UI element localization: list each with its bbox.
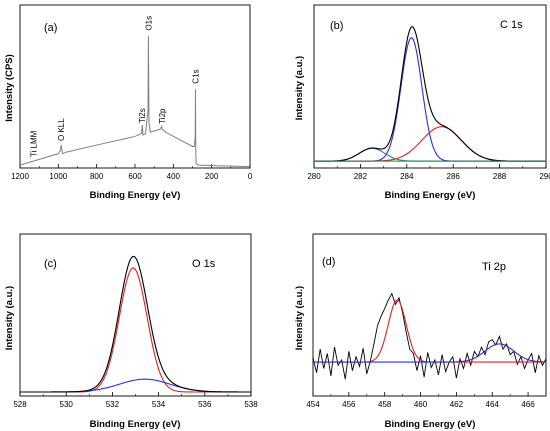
fit-component-red [314, 126, 546, 162]
panel-d-ticks [312, 392, 529, 396]
panel-c-xlabel: Binding Energy (eV) [90, 419, 181, 430]
panel-a-series [19, 36, 251, 168]
x-tick-label: 532 [106, 400, 120, 409]
raw-spectrum-line [312, 292, 547, 380]
x-tick-label: 462 [450, 400, 464, 409]
panel-b-series [314, 26, 546, 162]
panel-b-ylabel: Intensity (a.u.) [294, 56, 305, 120]
panel-d-title: Ti 2p [482, 261, 506, 273]
x-tick-label: 456 [342, 400, 356, 409]
panel-c: Intensity (a.u.) (c) O 1s 528 530 532 534 53… [4, 233, 258, 430]
panel-b-tick-labels: 280 282 284 286 288 290 [307, 172, 550, 181]
panel-b-ticks [313, 164, 547, 168]
peak-annotation: O1s [144, 16, 153, 31]
x-tick-label: 280 [307, 172, 321, 181]
panel-c-label: (c) [44, 258, 57, 270]
envelope-line [314, 26, 546, 162]
panel-d-ylabel: Intensity (a.u.) [294, 286, 305, 350]
x-tick-label: 464 [486, 400, 500, 409]
panel-a-tick-labels: 1200 1000 800 600 400 200 0 [11, 172, 253, 181]
panel-a-label: (a) [44, 22, 57, 34]
panel-a-xlabel: Binding Energy (eV) [90, 190, 181, 201]
x-tick-label: 1000 [49, 172, 67, 181]
x-tick-label: 200 [205, 172, 219, 181]
panel-b-title: C 1s [500, 19, 523, 31]
panel-d-label: (d) [322, 256, 335, 268]
x-tick-label: 530 [60, 400, 74, 409]
x-tick-label: 284 [400, 172, 414, 181]
panel-d-series [312, 292, 547, 380]
envelope-line [20, 255, 251, 393]
x-tick-label: 536 [198, 400, 212, 409]
peak-annotation: O KLL [57, 118, 66, 141]
x-tick-label: 290 [539, 172, 550, 181]
panel-c-ticks [19, 392, 252, 396]
panel-c-title: O 1s [192, 258, 216, 270]
x-tick-label: 0 [248, 172, 253, 181]
panel-d-xlabel: Binding Energy (eV) [385, 419, 476, 430]
panel-d-tick-labels: 454 456 458 460 462 464 466 [306, 400, 535, 409]
peak-annotation: Ti2s [138, 108, 147, 123]
x-tick-label: 1200 [11, 172, 29, 181]
panel-b-label: (b) [330, 20, 343, 32]
x-tick-label: 286 [447, 172, 461, 181]
x-tick-label: 800 [90, 172, 104, 181]
fit-component-red [313, 299, 546, 363]
x-tick-label: 534 [152, 400, 166, 409]
survey-spectrum-line [19, 36, 251, 168]
x-tick-label: 400 [167, 172, 181, 181]
fit-component-blue [313, 343, 547, 363]
panel-c-series [20, 255, 251, 393]
panel-c-ylabel: Intensity (a.u.) [4, 286, 15, 350]
x-tick-label: 288 [493, 172, 507, 181]
peak-annotation: Ti2p [158, 108, 167, 124]
x-tick-label: 282 [354, 172, 368, 181]
x-tick-label: 528 [13, 400, 27, 409]
x-tick-label: 538 [244, 400, 258, 409]
fit-component-red [20, 267, 251, 393]
panel-b-xlabel: Binding Energy (eV) [385, 190, 476, 201]
x-tick-label: 460 [414, 400, 428, 409]
panel-a-annotations: Ti LMM O KLL O1s Ti2s Ti2p C1s [29, 16, 200, 157]
panel-d: Intensity (a.u.) (d) Ti 2p 454 456 458 460 4… [294, 233, 547, 430]
panel-d-frame [312, 233, 547, 397]
x-tick-label: 454 [306, 400, 320, 409]
panel-b: Intensity (a.u.) (b) C 1s 280 282 284 286 28… [294, 4, 550, 201]
fit-component-blue [314, 37, 546, 162]
x-tick-label: 458 [378, 400, 392, 409]
fit-component-blue [20, 378, 251, 393]
x-tick-label: 600 [128, 172, 142, 181]
panel-c-tick-labels: 528 530 532 534 536 538 [13, 400, 258, 409]
peak-annotation: Ti LMM [29, 130, 38, 157]
panel-a: Intensity (CPS) (a) 1200 1000 800 600 400 200… [4, 4, 253, 201]
peak-annotation: C1s [192, 69, 201, 83]
panel-a-ylabel: Intensity (CPS) [4, 54, 15, 122]
x-tick-label: 466 [521, 400, 535, 409]
